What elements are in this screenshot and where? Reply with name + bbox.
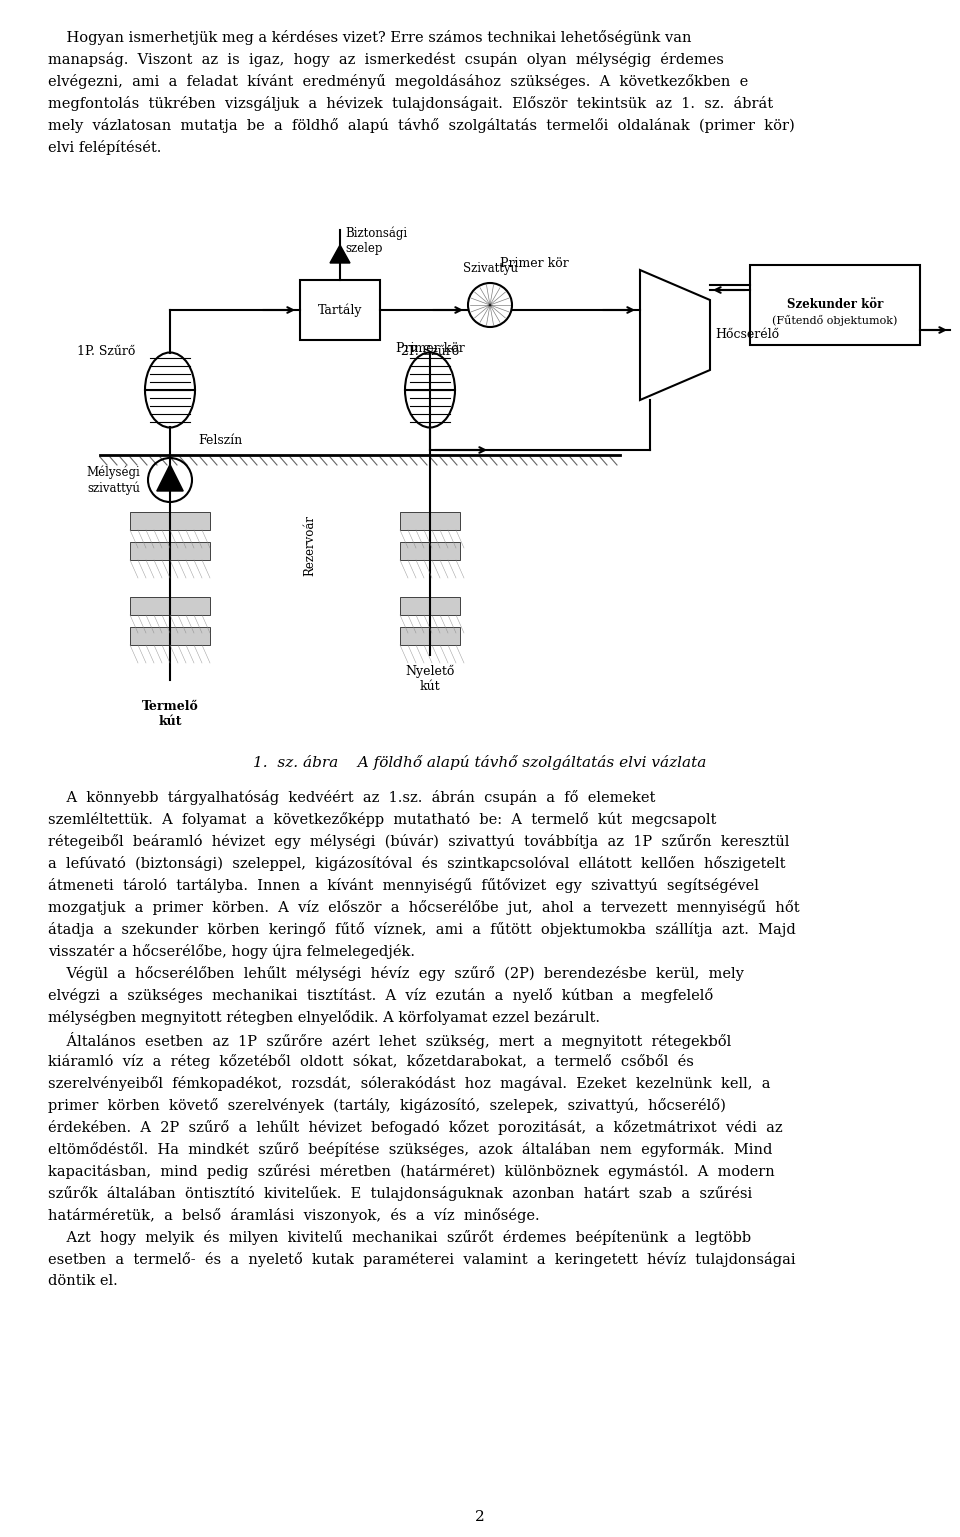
Text: manapság.  Viszont  az  is  igaz,  hogy  az  ismerkedést  csupán  olyan  mélység: manapság. Viszont az is igaz, hogy az is… [48, 52, 724, 68]
Bar [400, 543, 460, 559]
Text: Tartály: Tartály [318, 303, 362, 317]
Text: kapacitásban,  mind  pedig  szűrési  méretben  (határméret)  különböznek  egymás: kapacitásban, mind pedig szűrési méretbe… [48, 1164, 775, 1179]
Text: esetben  a  termelő-  és  a  nyelető  kutak  paraméterei  valamint  a  keringete: esetben a termelő- és a nyelető kutak pa… [48, 1253, 796, 1266]
Bar [130, 627, 210, 646]
Bar [130, 596, 210, 615]
Bar [400, 627, 460, 646]
Text: megfontolás  tükrében  vizsgáljuk  a  hévizek  tulajdonságait.  Először  tekints: megfontolás tükrében vizsgáljuk a hévize… [48, 95, 773, 111]
Text: Rezervoár: Rezervoár [303, 515, 317, 575]
Text: mélységben megnyitott rétegben elnyelődik. A körfolyamat ezzel bezárult.: mélységben megnyitott rétegben elnyelődi… [48, 1010, 600, 1025]
Text: a  lefúvató  (biztonsági)  szeleppel,  kigázosítóval  és  szintkapcsolóval  ellá: a lefúvató (biztonsági) szeleppel, kigáz… [48, 856, 785, 871]
Text: Végül  a  hőcserélőben  lehűlt  mélységi  hévíz  egy  szűrő  (2P)  berendezésbe : Végül a hőcserélőben lehűlt mélységi hév… [48, 965, 744, 981]
Bar [400, 596, 460, 615]
Text: Általános  esetben  az  1P  szűrőre  azért  lehet  szükség,  mert  a  megnyitott: Általános esetben az 1P szűrőre azért le… [48, 1031, 732, 1048]
Text: mozgatjuk  a  primer  körben.  A  víz  először  a  hőcserélőbe  jut,  ahol  a  t: mozgatjuk a primer körben. A víz először… [48, 901, 800, 915]
Text: Primer kör: Primer kör [396, 343, 465, 355]
Text: elvi felépítését.: elvi felépítését. [48, 140, 161, 155]
Ellipse shape [405, 352, 455, 427]
Text: 1P. Szűrő: 1P. Szűrő [77, 344, 135, 358]
Text: Szekunder kör: Szekunder kör [787, 298, 883, 312]
Text: Mélységi
szivattyú: Mélységi szivattyú [86, 466, 140, 495]
Circle shape [148, 458, 192, 503]
Polygon shape [156, 464, 183, 490]
Bar [300, 280, 380, 340]
Text: érdekében.  A  2P  szűrő  a  lehűlt  hévizet  befogadó  kőzet  porozitását,  a  : érdekében. A 2P szűrő a lehűlt hévizet b… [48, 1120, 782, 1134]
Bar [130, 512, 210, 530]
Text: mely  vázlatosan  mutatja  be  a  földhő  alapú  távhő  szolgáltatás  termelői  : mely vázlatosan mutatja be a földhő alap… [48, 118, 795, 134]
Text: rétegeiből  beáramló  hévizet  egy  mélységi  (búvár)  szivattyú  továbbítja  az: rétegeiből beáramló hévizet egy mélységi… [48, 835, 789, 848]
Circle shape [468, 283, 512, 327]
Text: Termelő: Termelő [142, 699, 199, 713]
Text: Felszín: Felszín [198, 433, 242, 447]
Text: elvégzi  a  szükséges  mechanikai  tisztítást.  A  víz  ezután  a  nyelő  kútban: elvégzi a szükséges mechanikai tisztítás… [48, 988, 713, 1004]
Bar [750, 264, 920, 344]
Text: eltömődéstől.  Ha  mindkét  szűrő  beépítése  szükséges,  azok  általában  nem  : eltömődéstől. Ha mindkét szűrő beépítése… [48, 1142, 773, 1157]
Text: Hőcserélő: Hőcserélő [715, 329, 780, 341]
Text: átadja  a  szekunder  körben  keringő  fűtő  víznek,  ami  a  fűtött  objektumok: átadja a szekunder körben keringő fűtő v… [48, 922, 796, 938]
Text: (Fűtendő objektumok): (Fűtendő objektumok) [772, 315, 898, 326]
Text: határméretük,  a  belső  áramlási  viszonyok,  és  a  víz  minősége.: határméretük, a belső áramlási viszonyok… [48, 1208, 540, 1223]
Bar [400, 512, 460, 530]
Text: kút: kút [158, 715, 181, 729]
Text: szerelvényeiből  fémkopadékot,  rozsdát,  sólerakódást  hoz  magával.  Ezeket  k: szerelvényeiből fémkopadékot, rozsdát, s… [48, 1076, 771, 1091]
Text: visszatér a hőcserélőbe, hogy újra felmelegedjék.: visszatér a hőcserélőbe, hogy újra felme… [48, 944, 415, 959]
Polygon shape [640, 271, 710, 400]
Text: Azt  hogy  melyik  és  milyen  kivitelű  mechanikai  szűrőt  érdemes  beépítenün: Azt hogy melyik és milyen kivitelű mecha… [48, 1230, 751, 1245]
Text: 1.  sz. ábra    A földhő alapú távhő szolgáltatás elvi vázlata: 1. sz. ábra A földhő alapú távhő szolgál… [253, 755, 707, 770]
Text: szemléltettük.  A  folyamat  a  következőképp  mutatható  be:  A  termelő  kút  : szemléltettük. A folyamat a következőkép… [48, 812, 716, 827]
Text: átmeneti  tároló  tartályba.  Innen  a  kívánt  mennyiségű  fűtővizet  egy  sziv: átmeneti tároló tartályba. Innen a kíván… [48, 878, 758, 893]
Text: 2P. Szűrő: 2P. Szűrő [401, 344, 459, 358]
Text: kút: kút [420, 679, 441, 693]
Text: primer  körben  követő  szerelvények  (tartály,  kigázosító,  szelepek,  szivatt: primer körben követő szerelvények (tartá… [48, 1097, 726, 1113]
Polygon shape [330, 244, 350, 263]
Text: 2: 2 [475, 1509, 485, 1525]
Text: Nyelető: Nyelető [405, 666, 455, 678]
Text: szelep: szelep [345, 241, 382, 255]
Text: Biztonsági: Biztonsági [345, 226, 407, 240]
Bar [130, 543, 210, 559]
Text: döntik el.: döntik el. [48, 1274, 118, 1288]
Text: Primer kör: Primer kör [500, 257, 568, 271]
Text: Hogyan ismerhetjük meg a kérdéses vizet? Erre számos technikai lehetőségünk van: Hogyan ismerhetjük meg a kérdéses vizet?… [48, 31, 691, 45]
Text: A  könnyebb  tárgyalhatóság  kedvéért  az  1.sz.  ábrán  csupán  a  fő  elemeket: A könnyebb tárgyalhatóság kedvéért az 1.… [48, 790, 656, 805]
Text: Szivattyú: Szivattyú [463, 261, 517, 275]
Text: szűrők  általában  öntisztító  kivitelűek.  E  tulajdonságuknak  azonban  határt: szűrők általában öntisztító kivitelűek. … [48, 1187, 753, 1200]
Text: elvégezni,  ami  a  feladat  kívánt  eredményű  megoldásához  szükséges.  A  köv: elvégezni, ami a feladat kívánt eredmény… [48, 74, 748, 89]
Ellipse shape [145, 352, 195, 427]
Text: kiáramló  víz  a  réteg  kőzetéből  oldott  sókat,  kőzetdarabokat,  a  termelő : kiáramló víz a réteg kőzetéből oldott só… [48, 1054, 694, 1070]
